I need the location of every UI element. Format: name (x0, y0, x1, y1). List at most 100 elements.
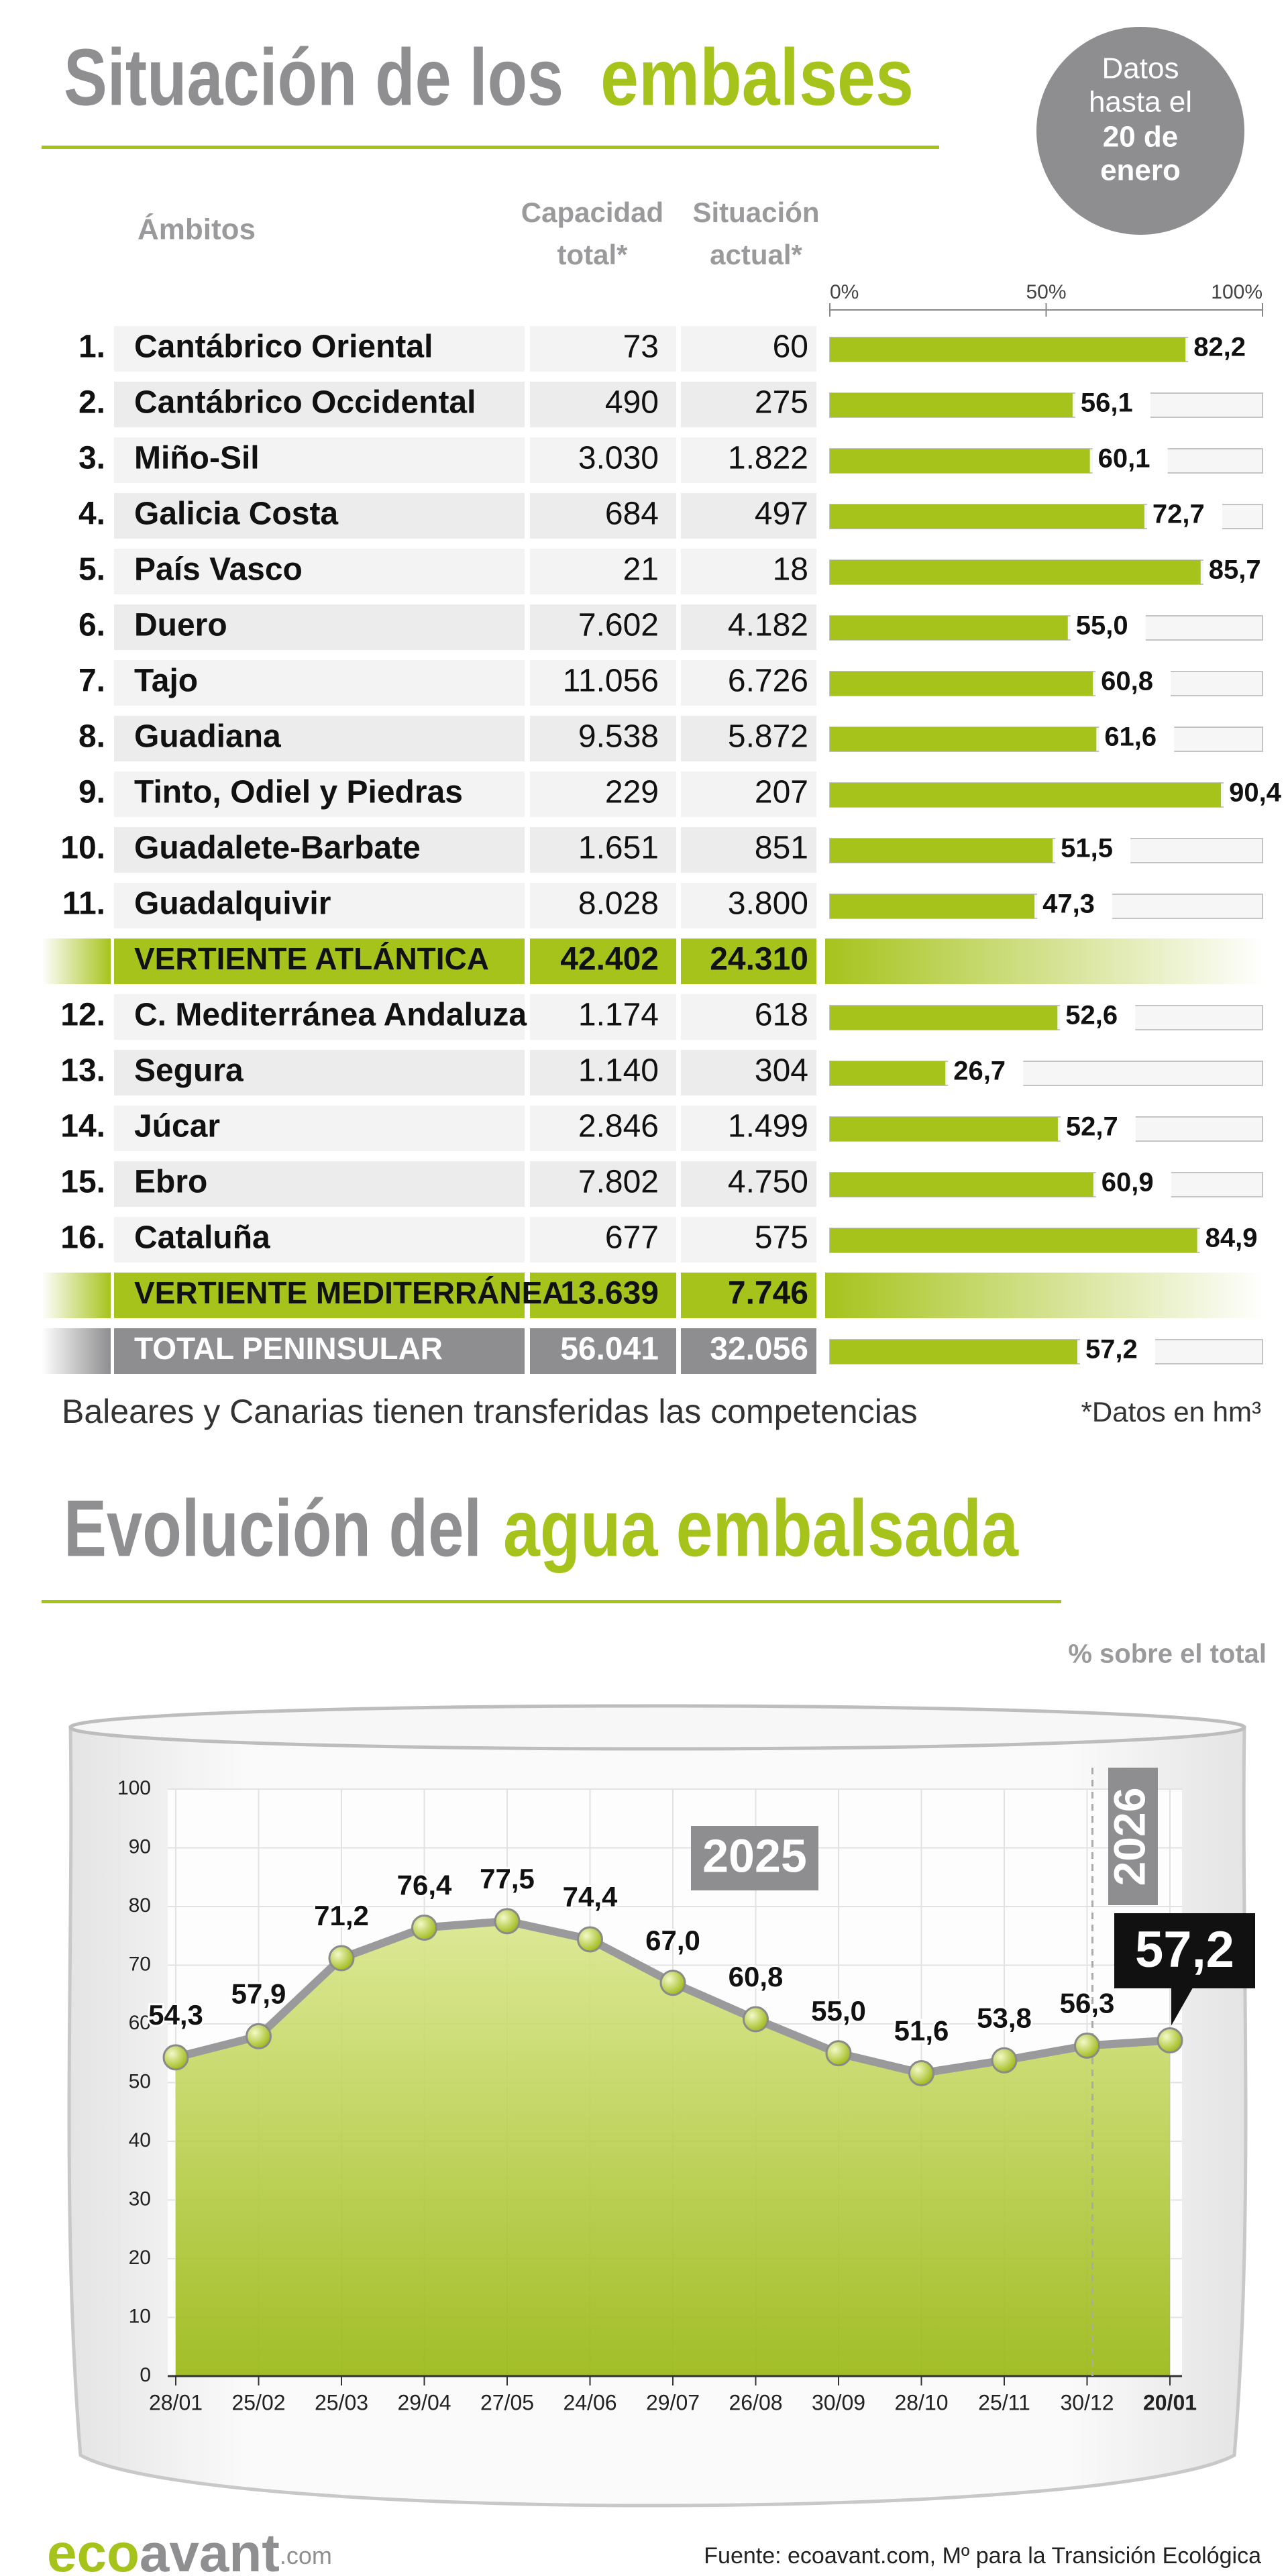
callout-box (1114, 1913, 1255, 1988)
glass-rim (68, 1704, 1246, 1751)
cell (681, 660, 816, 706)
cell (114, 938, 525, 984)
row-name: VERTIENTE MEDITERRÁNEA (134, 1275, 564, 1310)
x-tick-label: 26/08 (729, 2390, 782, 2414)
point (991, 2047, 1018, 2074)
y-tick-label: 100 (117, 1777, 151, 1799)
current: 207 (755, 775, 808, 810)
cell (114, 437, 525, 483)
current: 1.822 (728, 441, 808, 476)
annotation-box (1108, 1768, 1158, 1905)
bar-label-box (1079, 1336, 1155, 1366)
bar-label: 52,6 (1065, 1001, 1118, 1030)
x-tick-label: 25/11 (978, 2390, 1030, 2414)
capacity: 8.028 (578, 886, 659, 922)
value-label: 77,5 (480, 1863, 535, 1894)
cell (681, 771, 816, 817)
row-name: C. Mediterránea Andaluza (134, 998, 527, 1033)
row-trail (825, 938, 1265, 984)
y-tick-label: 40 (129, 2129, 151, 2151)
bar-label-box (1095, 668, 1171, 698)
title-rule (42, 146, 939, 149)
cell (530, 1217, 676, 1263)
bar (830, 894, 1035, 918)
value-label: 57,9 (231, 1978, 286, 2009)
capacity: 56.041 (560, 1332, 659, 1367)
cell (114, 549, 525, 594)
bar (830, 337, 1186, 362)
current: 4.750 (728, 1165, 808, 1200)
cell (114, 660, 525, 706)
bar-label: 60,9 (1102, 1168, 1154, 1197)
capacity: 7.802 (578, 1165, 659, 1200)
row-lead (42, 938, 111, 984)
bar-label: 61,6 (1104, 722, 1157, 752)
current: 304 (755, 1053, 808, 1089)
cell (681, 382, 816, 427)
y-tick-label: 60 (129, 2012, 151, 2034)
bar-label-box (1199, 1225, 1275, 1254)
bar-axis-label: 50% (1026, 281, 1066, 303)
cell (114, 994, 525, 1040)
row-number: 15. (60, 1165, 105, 1200)
cell (681, 1328, 816, 1374)
cell (681, 1050, 816, 1095)
cell (530, 771, 676, 817)
y-tick-label: 30 (129, 2188, 151, 2210)
point (908, 2060, 934, 2086)
row-number: 16. (60, 1220, 105, 1256)
cell (114, 827, 525, 873)
bar (830, 616, 1068, 640)
row-name: Cantábrico Oriental (134, 329, 433, 365)
point (411, 1915, 437, 1941)
row-name: TOTAL PENINSULAR (134, 1331, 443, 1366)
bar (830, 1006, 1058, 1030)
row-number: 13. (60, 1053, 105, 1089)
x-tick-label: 27/05 (480, 2390, 534, 2414)
bar-label: 51,5 (1061, 834, 1113, 863)
cell (114, 326, 525, 372)
cell (114, 883, 525, 928)
row-name: Guadalete-Barbate (134, 830, 421, 866)
capacity: 1.140 (578, 1053, 659, 1089)
row-name: Galicia Costa (134, 496, 338, 532)
capacity: 2.846 (578, 1109, 659, 1144)
value-label: 76,4 (397, 1870, 452, 1901)
bar-label-box (1146, 501, 1222, 531)
cell (530, 604, 676, 650)
row-number: 10. (60, 830, 105, 866)
row-name: Tajo (134, 663, 198, 699)
cell (530, 883, 676, 928)
capacity: 1.174 (578, 998, 659, 1033)
title-highlight: embalses (600, 33, 914, 123)
capacity: 21 (623, 552, 659, 588)
current: 4.182 (728, 608, 808, 643)
cell (530, 437, 676, 483)
row-trail (825, 1273, 1265, 1318)
point (162, 2044, 189, 2071)
logo: ecoavant.com (47, 2523, 332, 2576)
row-name: Tinto, Odiel y Piedras (134, 775, 463, 810)
bar (830, 449, 1090, 473)
current: 6.726 (728, 663, 808, 699)
column-header: Situación (692, 197, 819, 228)
cell (681, 1273, 816, 1318)
x-tick-label: 28/01 (149, 2390, 203, 2414)
bar-label: 47,3 (1042, 890, 1095, 919)
current: 497 (755, 496, 808, 532)
cell (114, 1106, 525, 1151)
current: 1.499 (728, 1109, 808, 1144)
column-header: actual* (710, 239, 802, 270)
cell (114, 1161, 525, 1207)
table: 0% 50% 100% 1. Cantábrico Oriental 73 60 82,2 2.… (42, 281, 1288, 1374)
column-header: Capacidad (521, 197, 663, 228)
annotation-box (691, 1826, 818, 1890)
capacity: 42.402 (560, 942, 659, 977)
bar-label: 52,7 (1066, 1112, 1118, 1142)
capacity: 677 (605, 1220, 659, 1256)
annotation: 2026 (1104, 1788, 1154, 1886)
bar-label: 60,8 (1101, 667, 1153, 696)
bar-label-box (1070, 612, 1146, 642)
